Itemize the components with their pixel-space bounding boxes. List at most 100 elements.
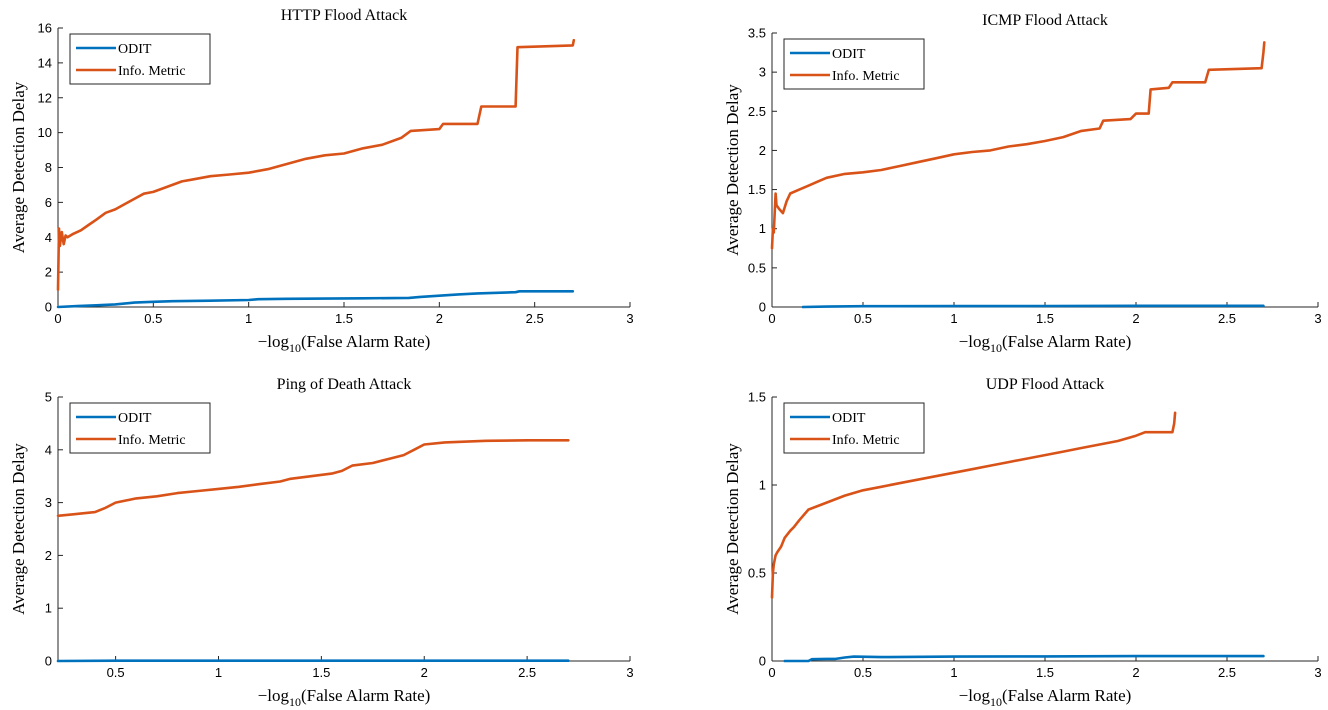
y-tick-label: 0.5: [748, 260, 766, 275]
x-tick-label: 0.5: [854, 665, 872, 680]
y-tick-label: 16: [38, 21, 52, 36]
y-tick-label: 0: [759, 300, 766, 315]
x-tick-label: 1.5: [312, 665, 330, 680]
y-tick-label: 0: [759, 654, 766, 669]
x-tick-label: 3: [1314, 311, 1321, 326]
chart-title: UDP Flood Attack: [986, 376, 1105, 393]
x-tick-label: 0.5: [107, 665, 125, 680]
legend-label: Info. Metric: [832, 69, 900, 84]
x-axis-label-suffix: (False Alarm Rate): [301, 332, 430, 351]
y-tick-label: 1.5: [748, 182, 766, 197]
legend: ODIT Info. Metric: [783, 38, 925, 90]
chart-title: HTTP Flood Attack: [281, 7, 408, 24]
y-tick-label: 14: [38, 55, 52, 70]
series-line-info-metric: [56, 38, 576, 291]
series-line-info-metric: [770, 411, 1177, 599]
subplot-4: UDP Flood Attack 0 0.5 1 1.5 2 2.5 3 0 0.5 1 1.5 −lo…: [723, 376, 1322, 709]
x-axis-label-prefix: −log: [959, 686, 991, 705]
y-tick-label: 12: [38, 90, 52, 105]
y-tick-label: 3: [45, 495, 52, 510]
x-tick-label: 2: [1132, 311, 1139, 326]
y-tick-label: 10: [38, 125, 52, 140]
x-tick-label: 3: [1314, 665, 1321, 680]
x-tick-label: 2: [436, 311, 443, 326]
x-axis-label-suffix: (False Alarm Rate): [1002, 332, 1131, 351]
y-tick-label: 1: [759, 478, 766, 493]
legend: ODIT Info. Metric: [783, 402, 925, 454]
y-tick-label: 1: [759, 221, 766, 236]
y-tick-label: 2: [45, 548, 52, 563]
x-tick-label: 1.5: [1036, 665, 1054, 680]
series-line-odit: [56, 289, 575, 309]
legend-label: ODIT: [118, 411, 152, 426]
series-line-info-metric: [56, 438, 570, 518]
legend-label: Info. Metric: [118, 433, 186, 448]
x-axis-label: −log10(False Alarm Rate): [258, 332, 431, 355]
y-tick-label: 1.5: [748, 390, 766, 405]
x-axis-label-subscript: 10: [990, 341, 1002, 355]
y-tick-label: 0.5: [748, 566, 766, 581]
y-tick-label: 4: [45, 442, 52, 457]
subplot-3: Ping of Death Attack 0.5 1 1.5 2 2.5 3 0 1 2 3 4 5 −l…: [9, 376, 634, 709]
x-axis-label: −log10(False Alarm Rate): [258, 686, 431, 709]
x-tick-label: 1: [215, 665, 222, 680]
x-tick-label: 3: [626, 311, 633, 326]
y-tick-label: 2.5: [748, 104, 766, 119]
y-tick-label: 3: [759, 65, 766, 80]
x-axis-label-subscript: 10: [990, 695, 1002, 709]
x-axis-label-suffix: (False Alarm Rate): [301, 686, 430, 705]
legend-label: ODIT: [832, 411, 866, 426]
x-tick-label: 0.5: [144, 311, 162, 326]
legend-box: [69, 33, 211, 85]
x-tick-label: 1.5: [1036, 311, 1054, 326]
y-axis-label: Average Detection Delay: [9, 443, 28, 615]
x-tick-label: 1.5: [335, 311, 353, 326]
x-axis-label: −log10(False Alarm Rate): [959, 686, 1132, 709]
y-axis-label: Average Detection Delay: [9, 81, 28, 253]
y-tick-label: 5: [45, 390, 52, 405]
chart-title: Ping of Death Attack: [277, 376, 412, 393]
y-tick-label: 4: [45, 230, 52, 245]
x-axis-label-prefix: −log: [959, 332, 991, 351]
y-tick-label: 8: [45, 160, 52, 175]
x-tick-label: 2.5: [526, 311, 544, 326]
x-axis-label-subscript: 10: [289, 341, 301, 355]
legend-box: [69, 402, 211, 454]
x-tick-label: 0: [768, 665, 775, 680]
series-line-odit: [783, 654, 1265, 663]
legend-box: [783, 402, 925, 454]
legend-label: ODIT: [832, 47, 866, 62]
x-tick-label: 2: [1132, 665, 1139, 680]
legend: ODIT Info. Metric: [69, 402, 211, 454]
series-line-info-metric: [770, 41, 1266, 250]
x-tick-label: 1: [950, 311, 957, 326]
y-tick-label: 2: [759, 143, 766, 158]
chart-title: ICMP Flood Attack: [982, 12, 1108, 29]
x-tick-label: 1: [245, 311, 252, 326]
y-tick-label: 1: [45, 601, 52, 616]
legend-label: ODIT: [118, 42, 152, 57]
y-axis-label: Average Detection Delay: [723, 443, 742, 615]
y-tick-label: 3.5: [748, 26, 766, 41]
y-tick-label: 0: [45, 654, 52, 669]
legend-box: [783, 38, 925, 90]
legend-label: Info. Metric: [118, 64, 186, 79]
y-tick-label: 0: [45, 300, 52, 315]
y-tick-label: 2: [45, 265, 52, 280]
subplot-1: HTTP Flood Attack 0 0.5 1 1.5 2 2.5 3 0 2 4 6 8 10 12 1…: [9, 7, 634, 355]
x-tick-label: 2: [421, 665, 428, 680]
x-tick-label: 0: [768, 311, 775, 326]
x-tick-label: 3: [626, 665, 633, 680]
x-tick-label: 0.5: [854, 311, 872, 326]
x-tick-label: 2.5: [1218, 311, 1236, 326]
subplot-2: ICMP Flood Attack 0 0.5 1 1.5 2 2.5 3 0 0.5 1 1.5 2 2…: [723, 12, 1322, 355]
x-axis-label-prefix: −log: [258, 332, 290, 351]
x-tick-label: 0: [54, 311, 61, 326]
x-tick-label: 2.5: [1218, 665, 1236, 680]
x-tick-label: 2.5: [518, 665, 536, 680]
series-line-odit: [801, 304, 1265, 309]
x-axis-label: −log10(False Alarm Rate): [959, 332, 1132, 355]
x-axis-label-prefix: −log: [258, 686, 290, 705]
